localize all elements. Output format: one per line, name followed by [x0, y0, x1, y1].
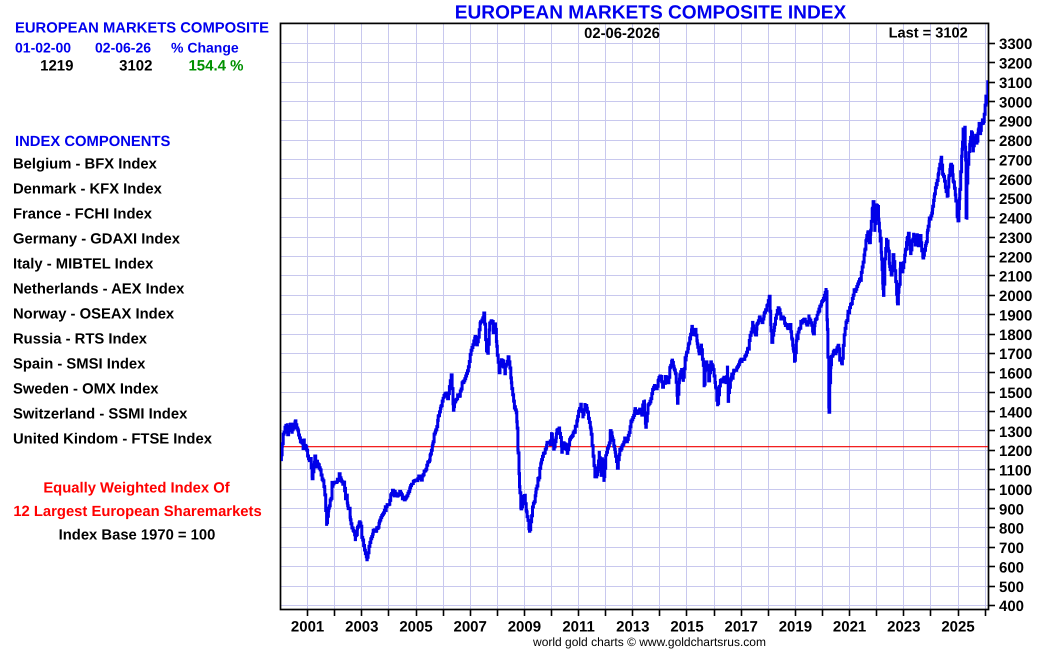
svg-text:% Change: % Change — [171, 39, 239, 55]
svg-text:2400: 2400 — [999, 211, 1032, 228]
svg-text:3102: 3102 — [119, 58, 152, 75]
svg-text:world gold charts © www.goldch: world gold charts © www.goldchartsrus.co… — [532, 635, 766, 649]
svg-text:EUROPEAN MARKETS COMPOSITE IND: EUROPEAN MARKETS COMPOSITE INDEX — [455, 3, 847, 24]
svg-text:1300: 1300 — [999, 424, 1032, 441]
svg-text:Last = 3102: Last = 3102 — [889, 26, 968, 42]
svg-text:01-02-00: 01-02-00 — [15, 39, 71, 55]
svg-text:2007: 2007 — [454, 619, 487, 636]
svg-text:800: 800 — [999, 521, 1024, 538]
svg-text:Germany - GDAXI Index: Germany - GDAXI Index — [13, 231, 181, 247]
svg-text:2300: 2300 — [999, 230, 1032, 247]
svg-text:1000: 1000 — [999, 482, 1032, 499]
svg-text:1700: 1700 — [999, 346, 1032, 363]
svg-text:2025: 2025 — [941, 619, 974, 636]
svg-text:2001: 2001 — [291, 619, 324, 636]
svg-text:3300: 3300 — [999, 36, 1032, 53]
svg-text:Norway - OSEAX Index: Norway - OSEAX Index — [13, 306, 175, 322]
svg-text:2200: 2200 — [999, 249, 1032, 266]
svg-text:Switzerland - SSMI Index: Switzerland - SSMI Index — [13, 406, 188, 422]
svg-text:1400: 1400 — [999, 404, 1032, 421]
svg-text:500: 500 — [999, 579, 1024, 596]
svg-text:2700: 2700 — [999, 152, 1032, 169]
svg-text:3200: 3200 — [999, 56, 1032, 73]
svg-text:Russia - RTS Index: Russia - RTS Index — [13, 331, 148, 347]
svg-text:02-06-2026: 02-06-2026 — [584, 26, 660, 42]
svg-text:2900: 2900 — [999, 114, 1032, 131]
svg-text:2015: 2015 — [670, 619, 703, 636]
svg-text:2023: 2023 — [887, 619, 920, 636]
svg-text:2005: 2005 — [399, 619, 432, 636]
svg-text:EUROPEAN MARKETS COMPOSITE: EUROPEAN MARKETS COMPOSITE — [15, 21, 269, 37]
svg-text:3000: 3000 — [999, 94, 1032, 111]
svg-text:United Kindom - FTSE Index: United Kindom - FTSE Index — [13, 431, 213, 447]
svg-text:3100: 3100 — [999, 75, 1032, 92]
svg-text:1200: 1200 — [999, 443, 1032, 460]
svg-text:Spain - SMSI Index: Spain - SMSI Index — [13, 356, 146, 372]
svg-text:Index Base 1970 = 100: Index Base 1970 = 100 — [59, 528, 216, 544]
svg-text:Denmark - KFX Index: Denmark - KFX Index — [13, 181, 163, 197]
svg-text:2021: 2021 — [833, 619, 866, 636]
svg-text:600: 600 — [999, 560, 1024, 577]
svg-text:Belgium - BFX Index: Belgium - BFX Index — [13, 156, 158, 172]
svg-text:2800: 2800 — [999, 133, 1032, 150]
svg-text:2500: 2500 — [999, 191, 1032, 208]
svg-text:1219: 1219 — [40, 58, 73, 75]
svg-text:2011: 2011 — [562, 619, 595, 636]
svg-text:1900: 1900 — [999, 308, 1032, 325]
svg-text:400: 400 — [999, 598, 1024, 615]
svg-text:900: 900 — [999, 501, 1024, 518]
svg-text:INDEX COMPONENTS: INDEX COMPONENTS — [15, 134, 171, 150]
svg-text:Equally Weighted Index Of: Equally Weighted Index Of — [43, 481, 229, 497]
svg-text:1800: 1800 — [999, 327, 1032, 344]
svg-text:2019: 2019 — [779, 619, 812, 636]
svg-text:12 Largest European Sharemarke: 12 Largest European Sharemarkets — [13, 504, 261, 520]
svg-text:2009: 2009 — [508, 619, 541, 636]
svg-text:02-06-26: 02-06-26 — [95, 39, 151, 55]
svg-text:2100: 2100 — [999, 269, 1032, 286]
svg-text:2003: 2003 — [345, 619, 378, 636]
svg-text:2600: 2600 — [999, 172, 1032, 189]
svg-text:1500: 1500 — [999, 385, 1032, 402]
svg-text:Italy - MIBTEL Index: Italy - MIBTEL Index — [13, 256, 154, 272]
svg-text:700: 700 — [999, 540, 1024, 557]
svg-text:1600: 1600 — [999, 366, 1032, 383]
svg-text:France - FCHI Index: France - FCHI Index — [13, 206, 153, 222]
svg-text:2017: 2017 — [725, 619, 758, 636]
svg-text:2000: 2000 — [999, 288, 1032, 305]
svg-text:1100: 1100 — [999, 463, 1032, 480]
svg-text:154.4 %: 154.4 % — [188, 58, 243, 75]
svg-text:Netherlands - AEX Index: Netherlands - AEX Index — [13, 281, 185, 297]
svg-text:Sweden - OMX Index: Sweden - OMX Index — [13, 381, 159, 397]
svg-text:2013: 2013 — [616, 619, 649, 636]
